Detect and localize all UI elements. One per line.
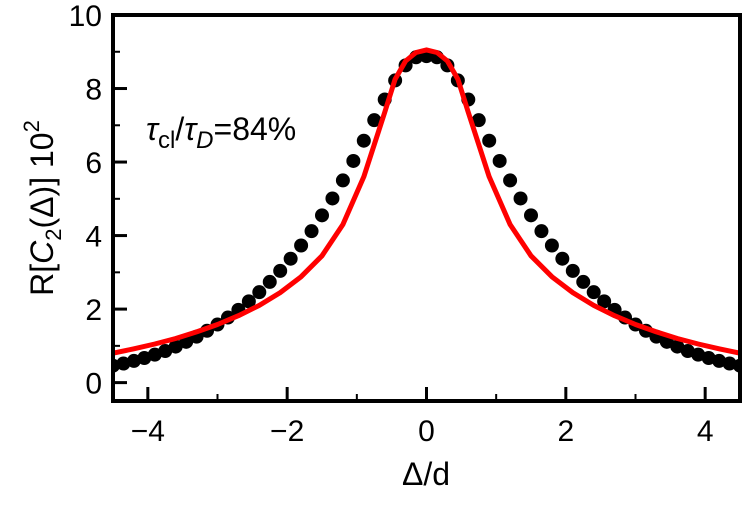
data-point <box>503 173 518 188</box>
data-point <box>586 285 601 300</box>
data-point <box>670 339 685 354</box>
data-point <box>304 224 319 239</box>
plot-frame <box>111 13 742 403</box>
data-point <box>356 133 371 148</box>
data-point <box>712 353 727 368</box>
x-tick-label: −2 <box>270 415 304 448</box>
x-tick-label: 2 <box>557 415 574 448</box>
data-point <box>283 251 298 266</box>
data-point <box>346 153 361 168</box>
tick-labels: −4 −2 0 2 4 0 2 4 6 8 10 <box>69 0 714 448</box>
fit-curve <box>113 47 740 356</box>
data-point <box>513 191 528 206</box>
annotation: τcl/τD=84% <box>146 111 296 154</box>
y-tick-label: 6 <box>85 147 102 180</box>
data-point <box>367 113 382 128</box>
data-point <box>565 263 580 278</box>
data-point <box>294 238 309 253</box>
data-point <box>544 238 559 253</box>
data-point <box>325 191 340 206</box>
data-point <box>534 224 549 239</box>
data-point <box>524 208 538 223</box>
data-point <box>158 344 173 359</box>
data-point <box>315 208 329 223</box>
x-tick-label: 4 <box>697 415 714 448</box>
data-point <box>492 153 507 168</box>
data-point <box>252 285 267 300</box>
x-axis-label: Δ/d <box>402 456 450 492</box>
fit-curve-group <box>113 47 740 356</box>
data-point <box>168 339 183 354</box>
y-tick-label: 8 <box>85 74 102 107</box>
y-tick-label: 10 <box>69 0 102 33</box>
data-point <box>722 356 737 371</box>
x-tick-label: 0 <box>418 415 435 448</box>
data-point <box>116 356 131 371</box>
data-point <box>482 133 497 148</box>
x-tick-label: −4 <box>131 415 165 448</box>
data-point <box>576 274 591 289</box>
data-point <box>335 173 350 188</box>
data-point <box>555 251 570 266</box>
data-point <box>597 294 612 309</box>
data-points <box>113 49 740 373</box>
data-point <box>273 263 288 278</box>
y-tick-label: 4 <box>85 221 102 254</box>
data-point <box>471 113 486 128</box>
y-tick-label: 2 <box>85 294 102 327</box>
y-tick-label: 0 <box>85 368 102 401</box>
data-point <box>241 294 256 309</box>
y-axis-label: R[C2(Δ)] 102 <box>19 120 66 296</box>
data-point <box>262 274 277 289</box>
axis-ticks <box>113 13 707 401</box>
